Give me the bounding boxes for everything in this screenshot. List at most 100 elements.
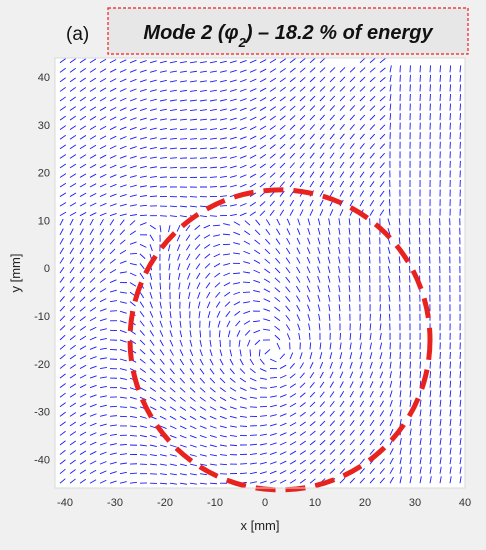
vector-arrow — [229, 434, 237, 437]
vector-arrow — [244, 230, 251, 236]
vector-arrow — [229, 377, 236, 383]
vector-arrow — [199, 109, 207, 112]
vector-arrow — [89, 336, 97, 341]
vector-arrow — [419, 466, 422, 474]
chart-title: Mode 2 (φ2) – 18.2 % of energy — [143, 22, 433, 50]
vector-arrow — [178, 282, 181, 290]
vector-arrow — [359, 105, 366, 111]
vector-arrow — [259, 358, 265, 365]
vector-arrow — [259, 182, 266, 188]
vector-arrow — [149, 98, 157, 102]
vector-arrow — [219, 368, 225, 375]
vector-arrow — [89, 441, 97, 446]
vector-arrow — [429, 399, 432, 407]
vector-arrow — [69, 144, 77, 150]
vector-arrow — [187, 282, 191, 290]
vector-arrow — [119, 239, 126, 245]
vector-arrow — [229, 425, 237, 428]
vector-arrow — [299, 459, 307, 465]
vector-arrow — [159, 156, 167, 159]
vector-arrow — [139, 330, 145, 336]
vector-arrow — [209, 415, 217, 420]
vector-arrow — [389, 361, 392, 369]
vector-arrow — [129, 220, 136, 226]
vector-arrow — [227, 330, 231, 338]
vector-arrow — [109, 289, 117, 293]
vector-arrow — [209, 215, 218, 217]
vector-arrow — [169, 205, 178, 208]
vector-arrow — [339, 468, 346, 474]
vector-arrow — [239, 396, 247, 400]
vector-arrow — [329, 371, 334, 379]
vector-arrow — [233, 291, 241, 295]
vector-arrow — [59, 440, 66, 446]
title-prefix: Mode 2 ( — [143, 22, 226, 44]
vector-arrow — [149, 224, 157, 230]
vector-arrow — [306, 295, 311, 302]
vector-arrow — [59, 421, 66, 427]
vector-arrow — [129, 204, 137, 207]
vector-arrow — [169, 482, 177, 485]
vector-arrow — [129, 387, 137, 391]
vector-arrow — [379, 152, 386, 159]
vector-arrow — [359, 180, 365, 188]
vector-arrow — [329, 133, 335, 140]
vector-arrow — [379, 133, 386, 140]
vector-arrow — [379, 67, 386, 73]
vector-arrow — [129, 98, 137, 102]
vector-arrow — [176, 234, 181, 242]
vector-arrow — [299, 411, 306, 417]
vector-arrow — [204, 263, 211, 269]
vector-arrow — [309, 401, 316, 408]
vector-arrow — [298, 332, 301, 340]
vector-arrow — [169, 435, 177, 439]
vector-arrow — [79, 238, 84, 245]
vector-arrow — [419, 256, 421, 264]
vector-arrow — [239, 472, 248, 475]
vector-arrow — [119, 68, 127, 73]
vector-arrow — [419, 447, 422, 455]
vector-arrow — [276, 342, 281, 350]
vector-arrow — [189, 70, 197, 73]
vector-arrow — [119, 155, 127, 159]
vector-arrow — [169, 387, 176, 393]
x-tick-labels: -40 -30 -20 -10 0 10 20 30 40 — [57, 497, 471, 509]
vector-arrow — [449, 65, 452, 73]
vector-arrow — [199, 99, 207, 102]
vector-arrow — [249, 453, 257, 456]
vector-arrow — [59, 134, 67, 140]
vector-arrow — [309, 124, 316, 130]
vector-arrow — [269, 358, 277, 363]
vector-arrow — [419, 457, 422, 465]
vector-arrow — [339, 361, 343, 369]
vector-arrow — [329, 391, 335, 398]
vector-arrow — [69, 286, 75, 293]
vector-arrow — [229, 444, 238, 447]
vector-arrow — [189, 118, 198, 121]
vector-arrow — [349, 477, 356, 484]
vector-arrow — [69, 228, 74, 235]
vector-arrow — [339, 152, 345, 159]
vector-arrow — [339, 332, 342, 340]
vector-arrow — [109, 126, 117, 131]
vector-arrow — [139, 253, 146, 259]
vector-arrow — [159, 444, 167, 448]
vector-arrow — [229, 204, 237, 207]
vector-arrow — [329, 352, 333, 360]
vector-arrow — [129, 301, 136, 307]
vector-arrow — [358, 246, 361, 254]
vector-arrow — [249, 97, 257, 102]
vector-arrow — [119, 349, 127, 353]
vector-arrow — [139, 108, 147, 111]
vector-arrow — [439, 418, 442, 426]
vector-arrow — [69, 238, 74, 245]
vector-arrow — [369, 400, 374, 408]
vector-arrow — [259, 387, 268, 389]
vector-arrow — [216, 311, 221, 318]
vector-arrow — [269, 200, 275, 207]
vector-arrow — [79, 183, 87, 188]
vector-arrow — [149, 463, 158, 466]
vector-arrow — [139, 263, 145, 270]
vector-arrow — [139, 444, 147, 447]
vector-arrow — [249, 135, 257, 140]
